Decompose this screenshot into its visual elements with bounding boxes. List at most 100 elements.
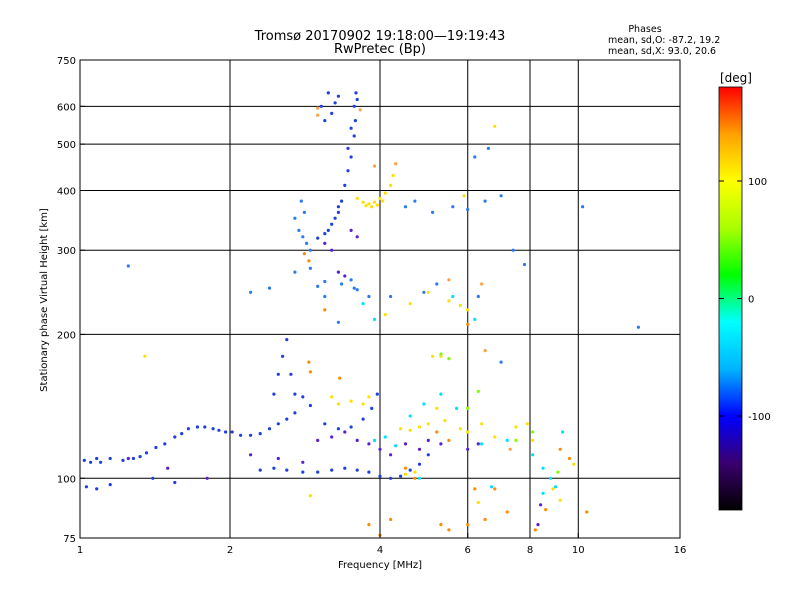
data-point bbox=[131, 456, 135, 461]
x-tick-label: 1 bbox=[77, 545, 83, 556]
data-point bbox=[426, 438, 430, 442]
data-point bbox=[511, 248, 515, 252]
data-point bbox=[343, 466, 347, 470]
data-point bbox=[323, 232, 327, 236]
data-point bbox=[95, 456, 99, 461]
data-point bbox=[473, 317, 477, 321]
stats-title: Phases bbox=[628, 24, 661, 35]
data-point bbox=[352, 104, 356, 108]
data-point bbox=[372, 200, 377, 204]
data-point bbox=[426, 453, 430, 457]
data-point bbox=[531, 438, 535, 442]
data-point bbox=[258, 468, 262, 472]
data-point bbox=[389, 183, 393, 187]
data-point bbox=[333, 101, 337, 105]
data-point bbox=[301, 460, 305, 464]
data-point bbox=[483, 349, 487, 353]
colorbar-tick-label: -100 bbox=[748, 412, 771, 423]
data-point bbox=[389, 453, 393, 457]
chart-title: Tromsø 20170902 19:18:00—19:19:43 bbox=[254, 29, 506, 44]
colorbar-tick-label: 0 bbox=[748, 295, 754, 306]
data-point bbox=[267, 427, 272, 431]
data-point bbox=[355, 288, 359, 292]
data-point bbox=[316, 470, 320, 474]
data-point bbox=[355, 235, 359, 239]
y-tick-label: 200 bbox=[57, 330, 76, 341]
data-point bbox=[343, 183, 347, 187]
data-point bbox=[323, 308, 327, 312]
data-point bbox=[224, 430, 228, 434]
data-point bbox=[349, 126, 353, 130]
data-point bbox=[408, 428, 412, 432]
data-point bbox=[451, 205, 455, 209]
data-point bbox=[151, 476, 155, 480]
data-point bbox=[126, 456, 130, 461]
data-point bbox=[408, 302, 412, 306]
data-point bbox=[293, 411, 297, 415]
data-point bbox=[276, 372, 280, 376]
y-tick-label: 75 bbox=[63, 534, 76, 545]
data-point bbox=[361, 302, 365, 306]
data-point bbox=[458, 303, 462, 307]
data-point bbox=[323, 279, 327, 284]
data-point bbox=[143, 354, 147, 358]
data-point bbox=[336, 427, 340, 431]
data-point bbox=[343, 430, 347, 434]
data-point bbox=[308, 370, 312, 374]
data-point bbox=[99, 460, 103, 464]
data-point bbox=[276, 422, 280, 426]
data-point bbox=[84, 485, 88, 489]
data-point bbox=[367, 294, 371, 299]
data-point bbox=[480, 442, 484, 446]
data-point bbox=[636, 325, 641, 329]
data-point bbox=[490, 485, 494, 489]
grid-lines bbox=[80, 60, 680, 538]
data-point bbox=[551, 487, 555, 491]
data-point bbox=[352, 134, 356, 138]
data-point bbox=[121, 458, 125, 462]
data-point bbox=[558, 498, 562, 502]
data-point bbox=[305, 241, 309, 245]
data-point bbox=[372, 164, 377, 168]
scatter-points bbox=[82, 91, 641, 537]
data-point bbox=[211, 427, 215, 431]
data-point bbox=[439, 392, 443, 396]
data-point bbox=[367, 523, 371, 527]
y-tick-label: 500 bbox=[57, 140, 76, 151]
data-point bbox=[249, 453, 253, 457]
data-point bbox=[572, 462, 576, 466]
data-point bbox=[361, 417, 365, 421]
data-point bbox=[372, 438, 377, 442]
data-point bbox=[447, 528, 451, 532]
data-point bbox=[355, 468, 359, 472]
data-point bbox=[297, 228, 301, 232]
data-point bbox=[330, 111, 334, 115]
data-point bbox=[302, 252, 306, 256]
data-point bbox=[375, 203, 379, 207]
data-point bbox=[391, 173, 395, 178]
data-point bbox=[533, 528, 537, 532]
data-point bbox=[447, 278, 451, 282]
data-point bbox=[556, 470, 560, 474]
data-point bbox=[370, 205, 374, 209]
data-point bbox=[493, 487, 497, 491]
data-point bbox=[205, 476, 209, 480]
data-point bbox=[180, 432, 184, 436]
data-point bbox=[447, 438, 451, 442]
data-point bbox=[355, 196, 359, 200]
data-point bbox=[389, 476, 393, 480]
data-point bbox=[285, 468, 289, 472]
data-point bbox=[372, 317, 377, 321]
data-point bbox=[399, 427, 403, 431]
data-point bbox=[480, 282, 484, 286]
y-tick-label: 750 bbox=[57, 56, 76, 67]
data-point bbox=[316, 438, 320, 442]
data-point bbox=[499, 194, 503, 198]
data-point bbox=[336, 320, 340, 324]
data-point bbox=[541, 466, 545, 470]
data-point bbox=[336, 402, 340, 406]
data-point bbox=[308, 248, 312, 252]
data-point bbox=[408, 468, 412, 472]
data-point bbox=[466, 447, 470, 451]
data-point bbox=[447, 357, 451, 361]
